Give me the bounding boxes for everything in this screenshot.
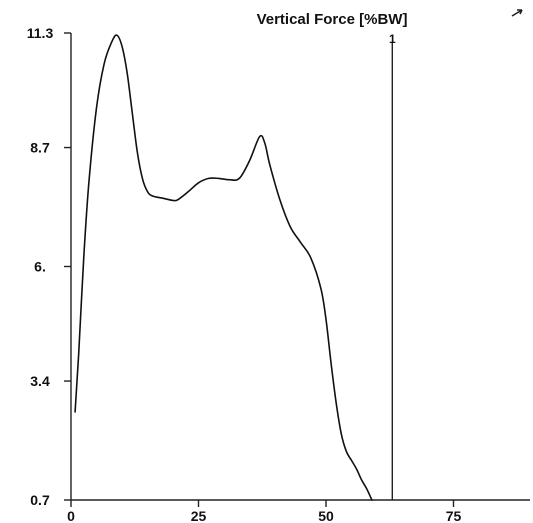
y-tick-label: 6. bbox=[34, 259, 46, 275]
vertical-marker: 1 bbox=[389, 32, 396, 500]
x-tick-label: 75 bbox=[446, 508, 462, 523]
x-tick-label: 50 bbox=[318, 508, 334, 523]
corner-arrow-icon bbox=[511, 9, 523, 17]
y-tick-label: 11.3 bbox=[27, 25, 54, 41]
series-group bbox=[74, 34, 373, 501]
y-tick-label: 3.4 bbox=[30, 373, 50, 389]
y-axis: 0.7 3.4 6. 8.7 11.3 bbox=[27, 25, 72, 508]
chart-title: Vertical Force [%BW] bbox=[257, 11, 408, 28]
series-line-vertical-force bbox=[74, 34, 373, 501]
x-tick-label: 25 bbox=[191, 508, 207, 523]
x-axis: 0 25 50 75 bbox=[67, 499, 530, 523]
vertical-marker-label: 1 bbox=[389, 32, 396, 46]
y-tick-label: 0.7 bbox=[30, 492, 50, 508]
x-tick-label: 0 bbox=[67, 508, 75, 523]
y-tick-label: 8.7 bbox=[30, 140, 50, 156]
